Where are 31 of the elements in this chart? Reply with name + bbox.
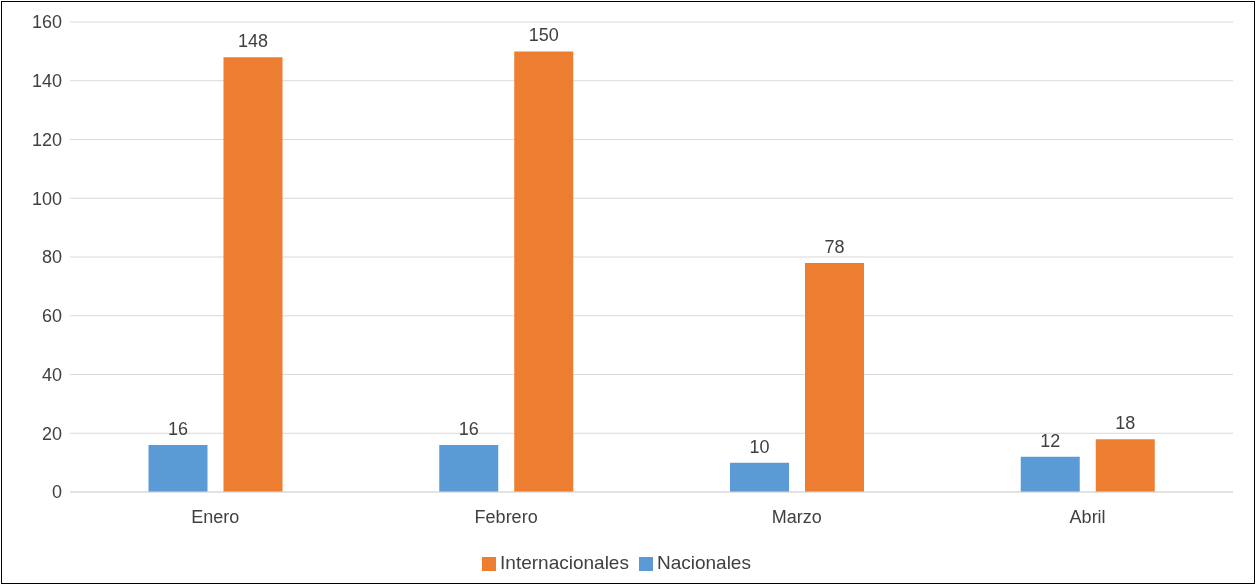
bar bbox=[514, 51, 574, 492]
x-tick-label: Marzo bbox=[771, 506, 822, 527]
legend-label: Nacionales bbox=[656, 552, 751, 573]
y-tick-label: 140 bbox=[31, 71, 62, 92]
x-tick-label: Enero bbox=[191, 506, 240, 527]
bar bbox=[730, 462, 789, 492]
bar bbox=[1020, 456, 1080, 492]
data-label: 150 bbox=[528, 25, 559, 46]
y-tick-label: 20 bbox=[41, 423, 62, 444]
bar bbox=[1095, 439, 1155, 492]
bar bbox=[223, 57, 283, 492]
y-tick-label: 160 bbox=[31, 12, 62, 33]
bar bbox=[148, 445, 208, 492]
data-label: 18 bbox=[1115, 413, 1136, 434]
data-label: 16 bbox=[167, 419, 189, 439]
bar bbox=[439, 445, 499, 492]
y-tick-label: 0 bbox=[51, 482, 62, 503]
y-tick-label: 80 bbox=[41, 247, 62, 268]
data-label: 12 bbox=[1040, 430, 1061, 451]
bar bbox=[805, 262, 864, 492]
x-tick-label: Abril bbox=[1069, 506, 1106, 527]
y-tick-label: 60 bbox=[41, 306, 62, 327]
data-label: 10 bbox=[749, 436, 770, 457]
data-label: 148 bbox=[237, 31, 269, 52]
data-label: 78 bbox=[824, 236, 845, 257]
y-tick-label: 120 bbox=[31, 129, 62, 150]
x-tick-label: Febrero bbox=[474, 506, 538, 527]
y-tick-label: 40 bbox=[41, 364, 62, 385]
data-label: 16 bbox=[458, 419, 479, 439]
y-tick-label: 100 bbox=[31, 188, 62, 209]
legend-label: Internacionales bbox=[500, 552, 629, 573]
